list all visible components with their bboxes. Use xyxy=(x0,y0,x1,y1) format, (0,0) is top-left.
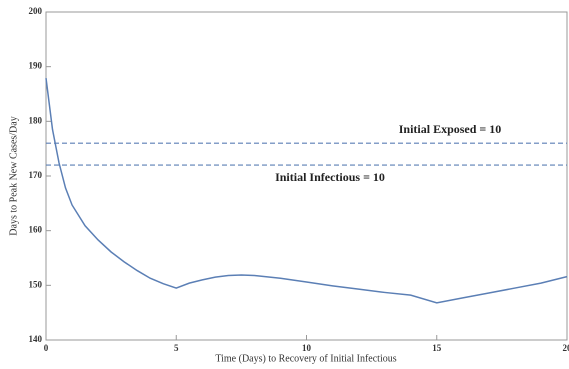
x-tick-label: 10 xyxy=(302,343,312,353)
y-axis-label: Days to Peak New Cases/Day xyxy=(8,116,19,235)
y-tick-label: 190 xyxy=(29,61,43,71)
x-axis-label: Time (Days) to Recovery of Initial Infec… xyxy=(215,353,396,364)
y-tick-label: 180 xyxy=(29,115,43,125)
x-tick-label: 15 xyxy=(432,343,442,353)
y-tick-label: 150 xyxy=(29,279,43,289)
annotation: Initial Exposed = 10 xyxy=(399,122,502,136)
x-tick-label: 20 xyxy=(563,343,569,353)
x-tick-label: 5 xyxy=(174,343,179,353)
annotation: Initial Infectious = 10 xyxy=(275,170,385,184)
line-series xyxy=(45,78,568,304)
x-tick-label: 0 xyxy=(44,343,49,353)
y-tick-label: 200 xyxy=(29,6,43,16)
y-tick-label: 140 xyxy=(29,334,43,344)
y-tick-label: 160 xyxy=(29,225,43,235)
y-tick-label: 170 xyxy=(29,170,43,180)
